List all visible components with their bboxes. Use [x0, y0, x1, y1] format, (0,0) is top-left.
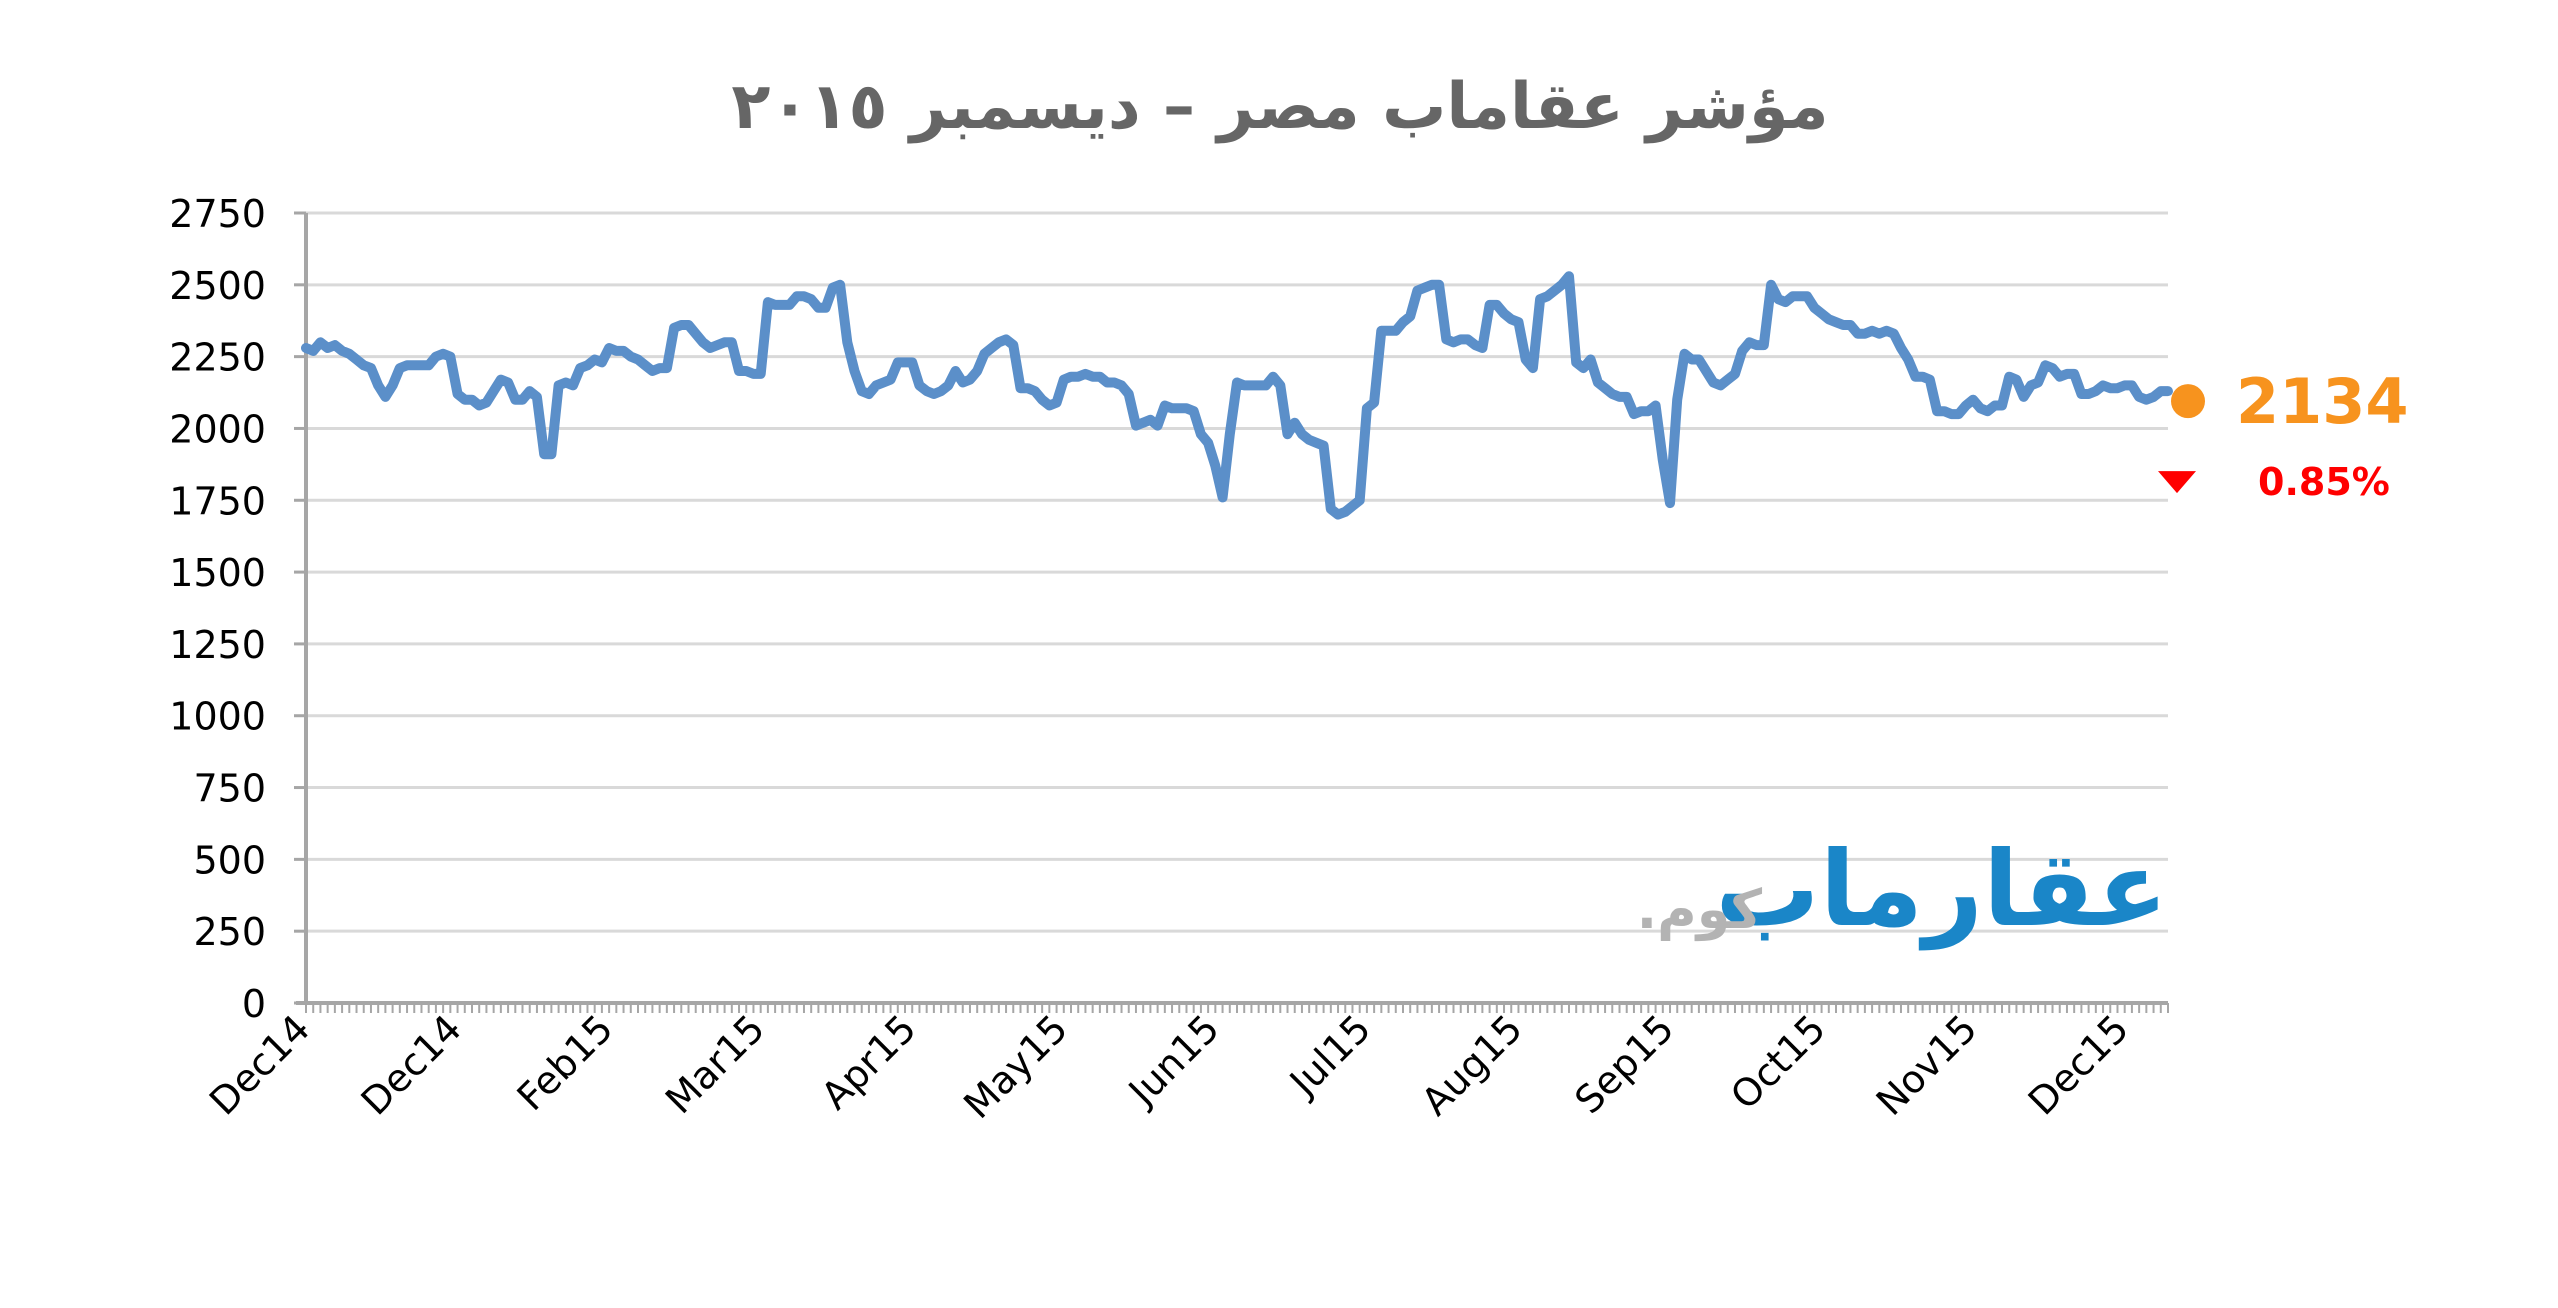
- down-arrow-icon: [2158, 471, 2196, 493]
- watermark-logo: عقارماب .كوم: [1637, 828, 2168, 950]
- x-tick-label: Apr15: [813, 1006, 925, 1118]
- y-tick-label: 1750: [169, 479, 266, 523]
- x-tick-label: May15: [955, 1006, 1076, 1127]
- x-tick-label: Feb15: [509, 1006, 622, 1119]
- y-tick-label: 1250: [169, 623, 266, 667]
- y-tick-label: 2750: [169, 192, 266, 236]
- y-tick-label: 2500: [169, 264, 266, 308]
- x-axis-labels: Dec14 Dec14 Feb15 Mar15 Apr15 May15 Jun15 Jul15…: [201, 1006, 2137, 1127]
- last-value-dot: [2171, 384, 2205, 418]
- y-tick-label: 1000: [169, 695, 266, 739]
- x-tick-label: Sep15: [1566, 1006, 1682, 1122]
- y-tick-label: 2000: [169, 407, 266, 451]
- x-tick-label: Dec14: [353, 1006, 470, 1123]
- x-tick-label: Oct15: [1722, 1006, 1834, 1118]
- y-tick-label: 1500: [169, 551, 266, 595]
- change-label: 0.85%: [2258, 460, 2390, 504]
- series-line: [306, 276, 2168, 514]
- chart-title: مؤشر عقاماب مصر – ديسمبر ٢٠١٥: [731, 70, 1828, 144]
- y-tick-label: 250: [193, 910, 266, 954]
- last-value-label: 2134: [2236, 365, 2409, 438]
- y-tick-label: 500: [193, 838, 266, 882]
- logo-suffix-text: .كوم: [1637, 878, 1763, 941]
- x-tick-label: Nov15: [1868, 1006, 1986, 1124]
- y-tick-label: 750: [193, 767, 266, 811]
- y-axis-ticks: 0 250 500 750 1000 1250 1500 1750 2000 2250 2500 27…: [169, 192, 266, 1026]
- x-tick-label: Jun15: [1119, 1006, 1228, 1115]
- series-group: [306, 276, 2168, 514]
- y-tick-label: 0: [242, 982, 266, 1026]
- x-tick-label: Aug15: [1413, 1006, 1531, 1124]
- y-tick-label: 2250: [169, 336, 266, 380]
- x-tick-label: Jul15: [1280, 1006, 1379, 1105]
- x-tick-label: Dec15: [2020, 1006, 2137, 1123]
- grid-lines: [306, 213, 2168, 931]
- x-tick-label: Mar15: [657, 1006, 773, 1122]
- logo-main-text: عقارماب: [1715, 828, 2168, 950]
